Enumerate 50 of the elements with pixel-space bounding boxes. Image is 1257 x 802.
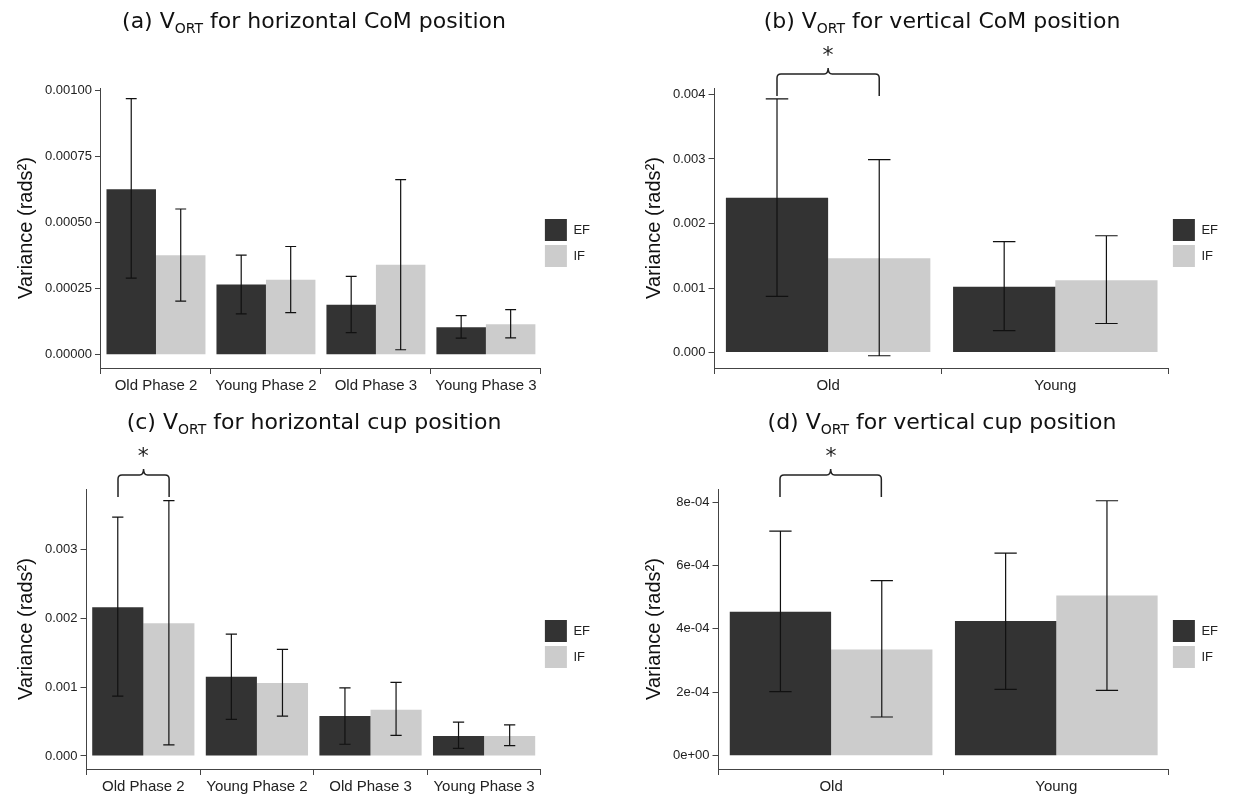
text: * [137,443,149,468]
legend-label: EF [1201,221,1219,237]
y-tick-label: 2e-04 [676,683,710,699]
y-tick-label: 0.00100 [44,82,92,98]
y-tick-label: 0.00025 [44,280,92,296]
chart-title: (d) V$_{ORT}$ for vertical cup position [766,409,1118,438]
y-tick-label: 0.000 [672,344,706,360]
x-tick-label: Old Phase 3 [329,777,412,795]
x-tick-label: Old [816,376,840,394]
legend-label: IF [1201,648,1213,664]
chart-title: (a) V$_{ORT}$ for horizontal CoM position [121,8,507,37]
x-tick-label: Young Phase 2 [215,376,317,394]
text: * [825,443,837,468]
x-tick-label: Old Phase 3 [334,376,418,394]
y-tick-label: 0.001 [672,279,706,295]
text: * [822,42,834,67]
x-tick-label: Old [819,777,843,795]
y-tick-label: 0.003 [672,150,706,166]
legend-label: EF [573,622,591,638]
x-tick-label: Young [1034,376,1077,394]
y-axis-title: Variance (rads²) [641,157,664,299]
y-axis-title: Variance (rads²) [13,558,36,700]
y-tick-label: 0.004 [672,86,706,102]
y-tick-label: 0.00075 [44,148,92,164]
x-tick-label: Old Phase 2 [114,376,198,394]
x-tick-label: Young Phase 2 [206,777,308,795]
y-tick-label: 0e+00 [673,747,710,763]
y-tick-label: 6e-04 [676,557,710,572]
legend-label: IF [573,648,585,664]
x-tick-label: Young Phase 3 [433,777,535,795]
y-tick-label: 0.003 [44,541,78,557]
y-tick-label: 0.002 [672,215,706,231]
y-tick-label: 0.00050 [44,214,92,230]
legend-label: EF [573,221,591,237]
y-tick-label: 0.00000 [44,346,92,362]
y-axis-title: Variance (rads²) [13,157,36,299]
chart-title: (b) V$_{ORT}$ for vertical CoM position [762,8,1122,37]
y-tick-label: 0.001 [44,678,78,694]
x-tick-label: Young [1035,777,1078,795]
y-tick-label: 8e-04 [676,493,710,509]
y-axis-title: Variance (rads²) [641,558,664,700]
legend-label: IF [1201,247,1213,263]
x-tick-label: Young Phase 3 [435,376,537,394]
legend-label: IF [573,247,585,263]
chart-title: (c) V$_{ORT}$ for horizontal cup position [125,409,503,438]
x-tick-label: Old Phase 2 [102,777,185,795]
y-tick-label: 0.002 [44,609,78,625]
y-tick-label: 4e-04 [676,620,710,636]
legend-label: EF [1201,622,1219,638]
y-tick-label: 0.000 [44,747,78,763]
